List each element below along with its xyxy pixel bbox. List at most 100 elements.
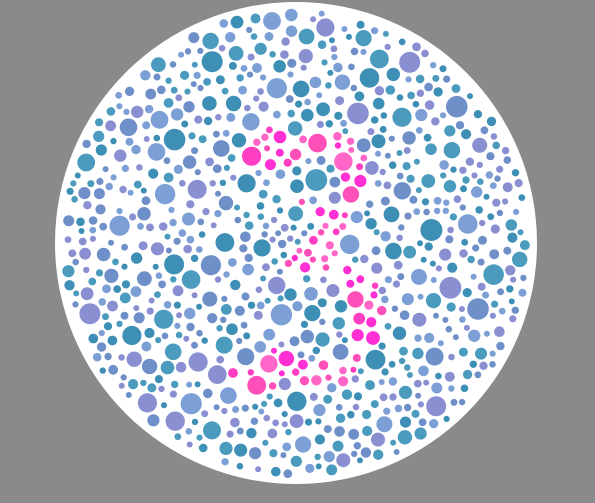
background-dot xyxy=(226,323,238,336)
numeral-dot xyxy=(348,147,355,153)
background-dot xyxy=(354,91,365,102)
background-dot xyxy=(147,143,166,161)
background-dot xyxy=(131,144,141,155)
background-dot xyxy=(215,75,225,85)
numeral-dot xyxy=(331,250,338,257)
background-dot xyxy=(357,368,364,375)
background-dot xyxy=(277,295,284,302)
background-dot xyxy=(463,324,470,331)
background-dot xyxy=(152,263,159,270)
background-dot xyxy=(497,288,505,296)
background-dot xyxy=(308,354,316,362)
background-dot xyxy=(472,137,488,153)
background-dot xyxy=(360,447,372,458)
background-dot xyxy=(374,180,382,187)
background-dot xyxy=(423,133,432,142)
background-dot xyxy=(323,451,335,463)
background-dot xyxy=(202,291,218,307)
background-dot xyxy=(294,238,301,245)
background-dot xyxy=(215,233,235,252)
background-dot xyxy=(367,128,375,136)
background-dot xyxy=(209,180,216,187)
background-dot xyxy=(518,288,527,297)
background-dot xyxy=(461,129,472,140)
background-dot xyxy=(263,328,276,341)
background-dot xyxy=(78,237,87,246)
background-dot xyxy=(228,46,244,61)
background-dot xyxy=(221,295,228,302)
background-dot xyxy=(269,51,276,58)
background-dot xyxy=(340,234,360,255)
background-dot xyxy=(163,157,171,165)
background-dot xyxy=(399,310,410,321)
background-dot xyxy=(246,71,254,78)
background-dot xyxy=(471,186,483,198)
background-dot xyxy=(263,12,281,30)
background-dot xyxy=(144,104,154,114)
background-dot xyxy=(396,234,403,242)
background-dot xyxy=(123,108,130,115)
background-dot xyxy=(164,343,182,361)
background-dot xyxy=(118,354,125,361)
background-dot xyxy=(413,379,422,388)
background-dot xyxy=(197,84,204,92)
numeral-dot xyxy=(339,366,347,375)
background-dot xyxy=(190,254,199,263)
numeral-dot xyxy=(366,317,377,328)
background-dot xyxy=(230,279,241,291)
background-dot xyxy=(185,428,193,435)
background-dot xyxy=(331,53,338,61)
background-dot xyxy=(378,286,387,295)
background-dot xyxy=(290,179,304,193)
background-dot xyxy=(328,191,341,204)
numeral-dot xyxy=(284,259,292,267)
background-dot xyxy=(459,306,465,312)
background-dot xyxy=(118,382,125,389)
background-dot xyxy=(66,187,74,195)
background-dot xyxy=(309,196,317,205)
background-dot xyxy=(275,169,286,179)
background-dot xyxy=(236,462,244,470)
background-dot xyxy=(219,441,233,455)
background-dot xyxy=(398,357,406,365)
background-dot xyxy=(137,393,157,413)
background-dot xyxy=(183,101,195,113)
background-dot xyxy=(489,312,496,319)
background-dot xyxy=(186,441,193,448)
background-dot xyxy=(347,102,369,125)
background-dot xyxy=(350,84,358,92)
background-dot xyxy=(82,139,91,149)
background-dot xyxy=(364,210,371,217)
background-dot xyxy=(186,381,193,388)
background-dot xyxy=(191,61,198,68)
background-dot xyxy=(348,63,355,71)
background-dot xyxy=(133,180,142,189)
background-dot xyxy=(370,400,379,409)
background-dot xyxy=(153,73,161,81)
background-dot xyxy=(467,255,475,264)
background-dot xyxy=(305,158,312,165)
background-dot xyxy=(203,421,221,440)
background-dot xyxy=(385,242,402,260)
background-dot xyxy=(221,407,228,415)
background-dot xyxy=(184,88,191,95)
numeral-dot xyxy=(321,255,329,263)
background-dot xyxy=(507,232,518,243)
background-dot xyxy=(77,153,96,172)
background-dot xyxy=(110,137,117,145)
background-dot xyxy=(114,149,127,162)
background-dot xyxy=(241,404,249,412)
background-dot xyxy=(287,235,294,242)
background-dot xyxy=(183,335,190,342)
background-dot xyxy=(154,309,174,329)
background-dot xyxy=(472,244,480,252)
numeral-dot xyxy=(268,382,277,390)
background-dot xyxy=(262,439,269,446)
background-dot xyxy=(96,342,107,352)
background-dot xyxy=(273,110,281,119)
background-dot xyxy=(316,120,324,129)
background-dot xyxy=(138,241,148,251)
background-dot xyxy=(142,121,151,130)
background-dot xyxy=(154,375,163,384)
background-dot xyxy=(378,342,386,350)
